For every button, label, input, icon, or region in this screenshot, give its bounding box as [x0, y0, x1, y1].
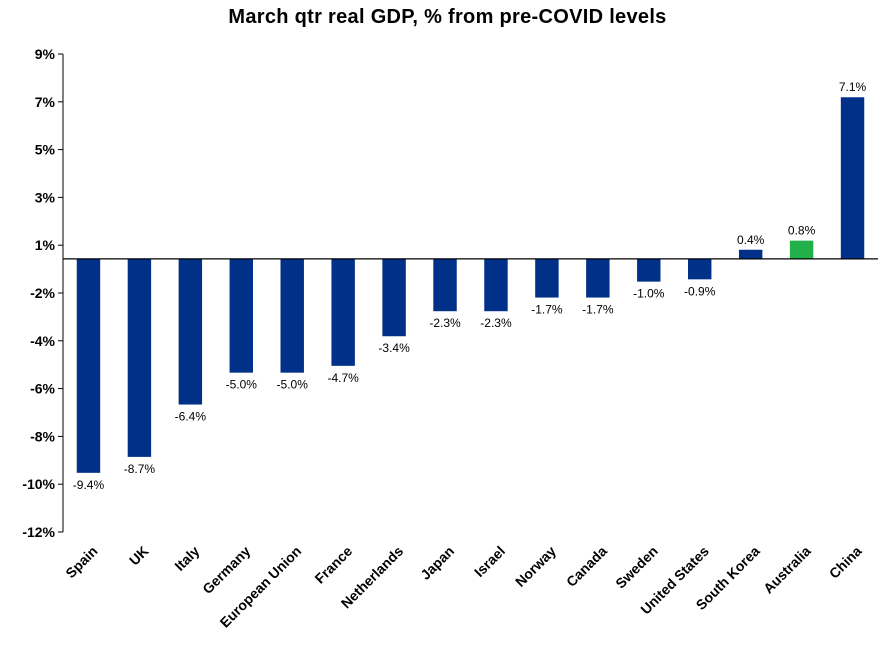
- data-label: -1.7%: [582, 303, 614, 317]
- bar: [789, 240, 814, 259]
- y-tick-label: 9%: [35, 46, 56, 62]
- bar: [738, 249, 763, 259]
- x-tick-label: Germany: [199, 543, 253, 597]
- bar: [484, 258, 508, 312]
- x-tick-label: Italy: [171, 543, 202, 574]
- data-label: -1.0%: [633, 287, 665, 301]
- y-tick-label: -4%: [30, 333, 55, 349]
- y-tick-label: 1%: [35, 237, 56, 253]
- bar: [229, 258, 253, 373]
- x-tick-label: Norway: [512, 543, 559, 590]
- data-label: -3.4%: [378, 341, 410, 355]
- x-tick-label: Australia: [760, 543, 814, 597]
- x-tick-label: France: [311, 543, 355, 587]
- data-label: 0.8%: [788, 224, 816, 238]
- bar: [586, 258, 610, 298]
- x-tick-label: UK: [126, 543, 152, 569]
- x-tick-label: Sweden: [612, 543, 661, 592]
- y-tick-label: -6%: [30, 381, 55, 397]
- bar: [331, 258, 355, 366]
- data-label: 7.1%: [839, 80, 867, 94]
- bar: [382, 258, 406, 337]
- y-tick-label: 5%: [35, 142, 56, 158]
- bar: [688, 258, 712, 280]
- bar: [637, 258, 661, 282]
- y-tick-label: -2%: [30, 285, 55, 301]
- x-tick-label: Israel: [471, 543, 508, 580]
- data-label: -0.9%: [684, 284, 716, 298]
- x-tick-label: Spain: [62, 543, 100, 581]
- data-label: -8.7%: [124, 462, 156, 476]
- data-label: -2.3%: [429, 316, 461, 330]
- x-tick-label: Canada: [563, 543, 610, 590]
- bar: [840, 97, 865, 259]
- data-label: -5.0%: [226, 378, 258, 392]
- bar: [178, 258, 203, 405]
- data-label: -5.0%: [277, 378, 309, 392]
- y-tick-label: -10%: [22, 476, 55, 492]
- y-tick-label: 7%: [35, 94, 56, 110]
- data-label: -4.7%: [327, 371, 359, 385]
- y-tick-label: 3%: [35, 189, 56, 205]
- bar: [280, 258, 304, 373]
- data-label: -1.7%: [531, 303, 563, 317]
- bar: [76, 258, 101, 473]
- bar: [127, 258, 152, 457]
- bar: [433, 258, 457, 312]
- bar: [535, 258, 559, 298]
- data-label: -2.3%: [480, 316, 512, 330]
- chart-title: March qtr real GDP, % from pre-COVID lev…: [228, 6, 667, 28]
- data-label: -6.4%: [175, 410, 207, 424]
- data-label: 0.4%: [737, 233, 765, 247]
- data-label: -9.4%: [73, 478, 105, 492]
- y-tick-label: -8%: [30, 428, 55, 444]
- x-tick-label: China: [826, 543, 865, 582]
- x-tick-label: Japan: [417, 543, 457, 583]
- y-tick-label: -12%: [22, 524, 55, 540]
